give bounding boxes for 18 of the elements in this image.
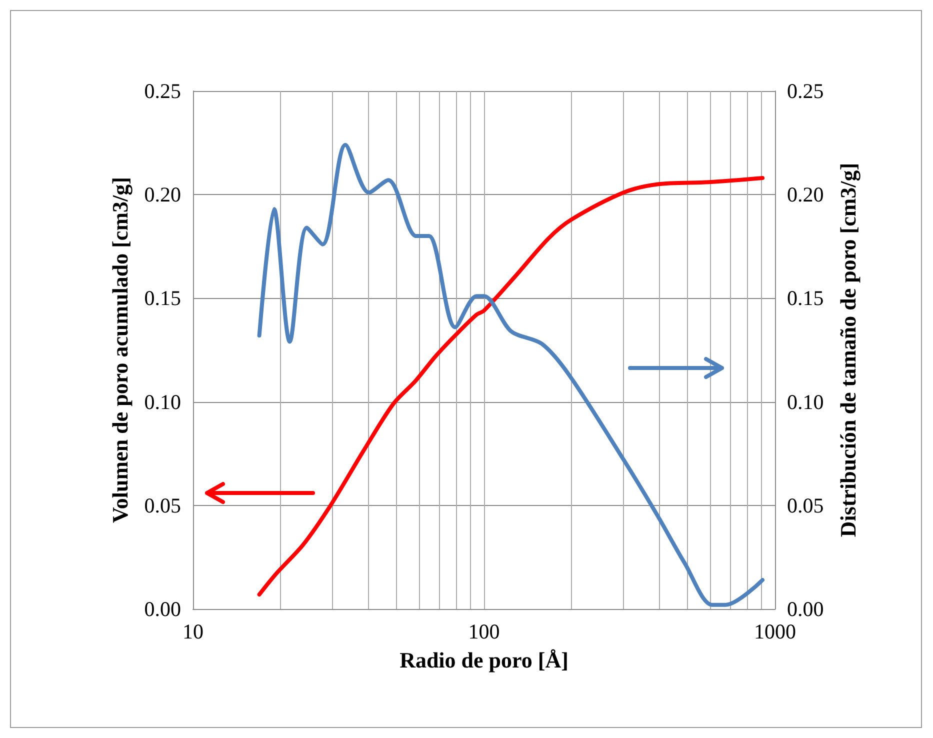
- y-tick-label: 0.00: [144, 597, 181, 621]
- y-axis-title: Volumen de poro acumulado [cm3/g]: [108, 177, 132, 523]
- y-tick-label: 0.25: [144, 79, 181, 103]
- y2-tick-label: 0.05: [787, 493, 824, 518]
- y-tick-label: 0.05: [144, 493, 181, 518]
- y-tick-label: 0.20: [144, 182, 181, 207]
- y-tick-label: 0.15: [144, 286, 181, 310]
- y2-tick-label: 0.20: [787, 182, 824, 207]
- x-tick-label: 1000: [754, 620, 796, 644]
- x-tick-label: 10: [182, 620, 204, 644]
- y2-tick-label: 0.10: [787, 390, 824, 414]
- x-tick-label: 100: [468, 620, 500, 644]
- y-tick-label: 0.10: [144, 390, 181, 414]
- x-axis-title: Radio de poro [Å]: [400, 648, 568, 672]
- y2-axis-title: Distribución de tamaño de poro [cm3/g]: [836, 162, 860, 538]
- y2-tick-label: 0.00: [787, 597, 824, 621]
- y2-tick-label: 0.25: [787, 79, 824, 103]
- y2-tick-label: 0.15: [787, 286, 824, 310]
